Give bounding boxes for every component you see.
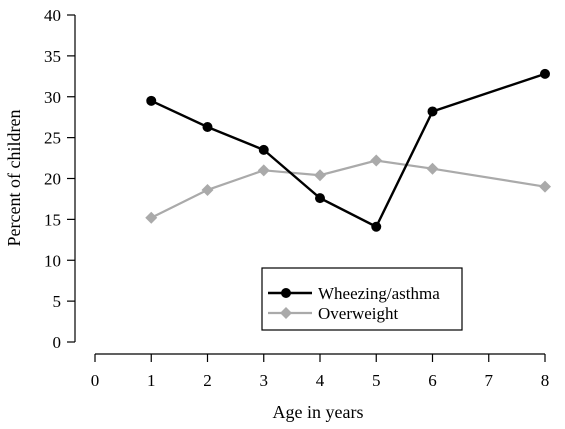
y-tick-label: 0	[53, 333, 62, 352]
x-tick-label: 7	[485, 371, 494, 390]
data-point-overweight	[145, 211, 158, 224]
series-overweight	[145, 154, 551, 224]
legend-item-wheezing: Wheezing/asthma	[268, 284, 440, 303]
legend-label-overweight: Overweight	[318, 304, 399, 323]
legend-marker-wheezing	[281, 288, 291, 298]
x-tick-label: 0	[91, 371, 100, 390]
x-tick-label: 8	[541, 371, 550, 390]
y-ticks: 0 5 10 15 20 25 30 35 40	[44, 6, 75, 352]
y-tick-label: 35	[44, 47, 61, 66]
legend-item-overweight: Overweight	[268, 304, 399, 323]
y-tick-label: 15	[44, 210, 61, 229]
series-layer	[145, 68, 551, 232]
data-point-overweight	[426, 162, 439, 175]
data-point-wheezing-asthma	[202, 121, 213, 132]
series-line-wheezing-asthma	[150, 72, 546, 229]
data-point-overweight	[314, 169, 326, 182]
y-tick-label: 25	[44, 129, 61, 148]
y-tick-label: 10	[44, 251, 61, 270]
legend-box	[261, 267, 463, 331]
x-tick-label: 3	[260, 371, 269, 390]
data-point-wheezing-asthma	[146, 95, 157, 106]
x-tick-label: 6	[428, 371, 437, 390]
data-point-overweight	[201, 183, 214, 196]
y-tick-label: 30	[44, 88, 61, 107]
y-tick-label: 20	[44, 170, 61, 189]
y-tick-label: 40	[44, 6, 61, 25]
legend: Wheezing/asthma Overweight	[261, 267, 463, 331]
data-point-wheezing-asthma	[258, 144, 269, 155]
data-point-wheezing-asthma	[427, 106, 438, 117]
data-point-wheezing-asthma	[540, 68, 550, 79]
x-ticks: 0 1 2 3 4 5 6 7 8	[91, 354, 550, 390]
legend-label-wheezing: Wheezing/asthma	[318, 284, 440, 303]
data-point-wheezing-asthma	[371, 221, 382, 232]
data-point-overweight	[370, 154, 383, 167]
x-tick-label: 5	[372, 371, 381, 390]
series-wheezing-asthma	[146, 68, 550, 232]
y-axis-title: Percent of children	[4, 110, 24, 247]
data-point-overweight	[539, 180, 551, 193]
x-axis-title: Age in years	[273, 402, 364, 422]
legend-marker-overweight	[280, 307, 292, 319]
x-tick-label: 2	[203, 371, 212, 390]
data-point-overweight	[257, 164, 270, 177]
x-tick-label: 1	[147, 371, 156, 390]
data-point-wheezing-asthma	[315, 193, 325, 204]
x-tick-label: 4	[316, 371, 325, 390]
y-tick-label: 5	[53, 292, 62, 311]
